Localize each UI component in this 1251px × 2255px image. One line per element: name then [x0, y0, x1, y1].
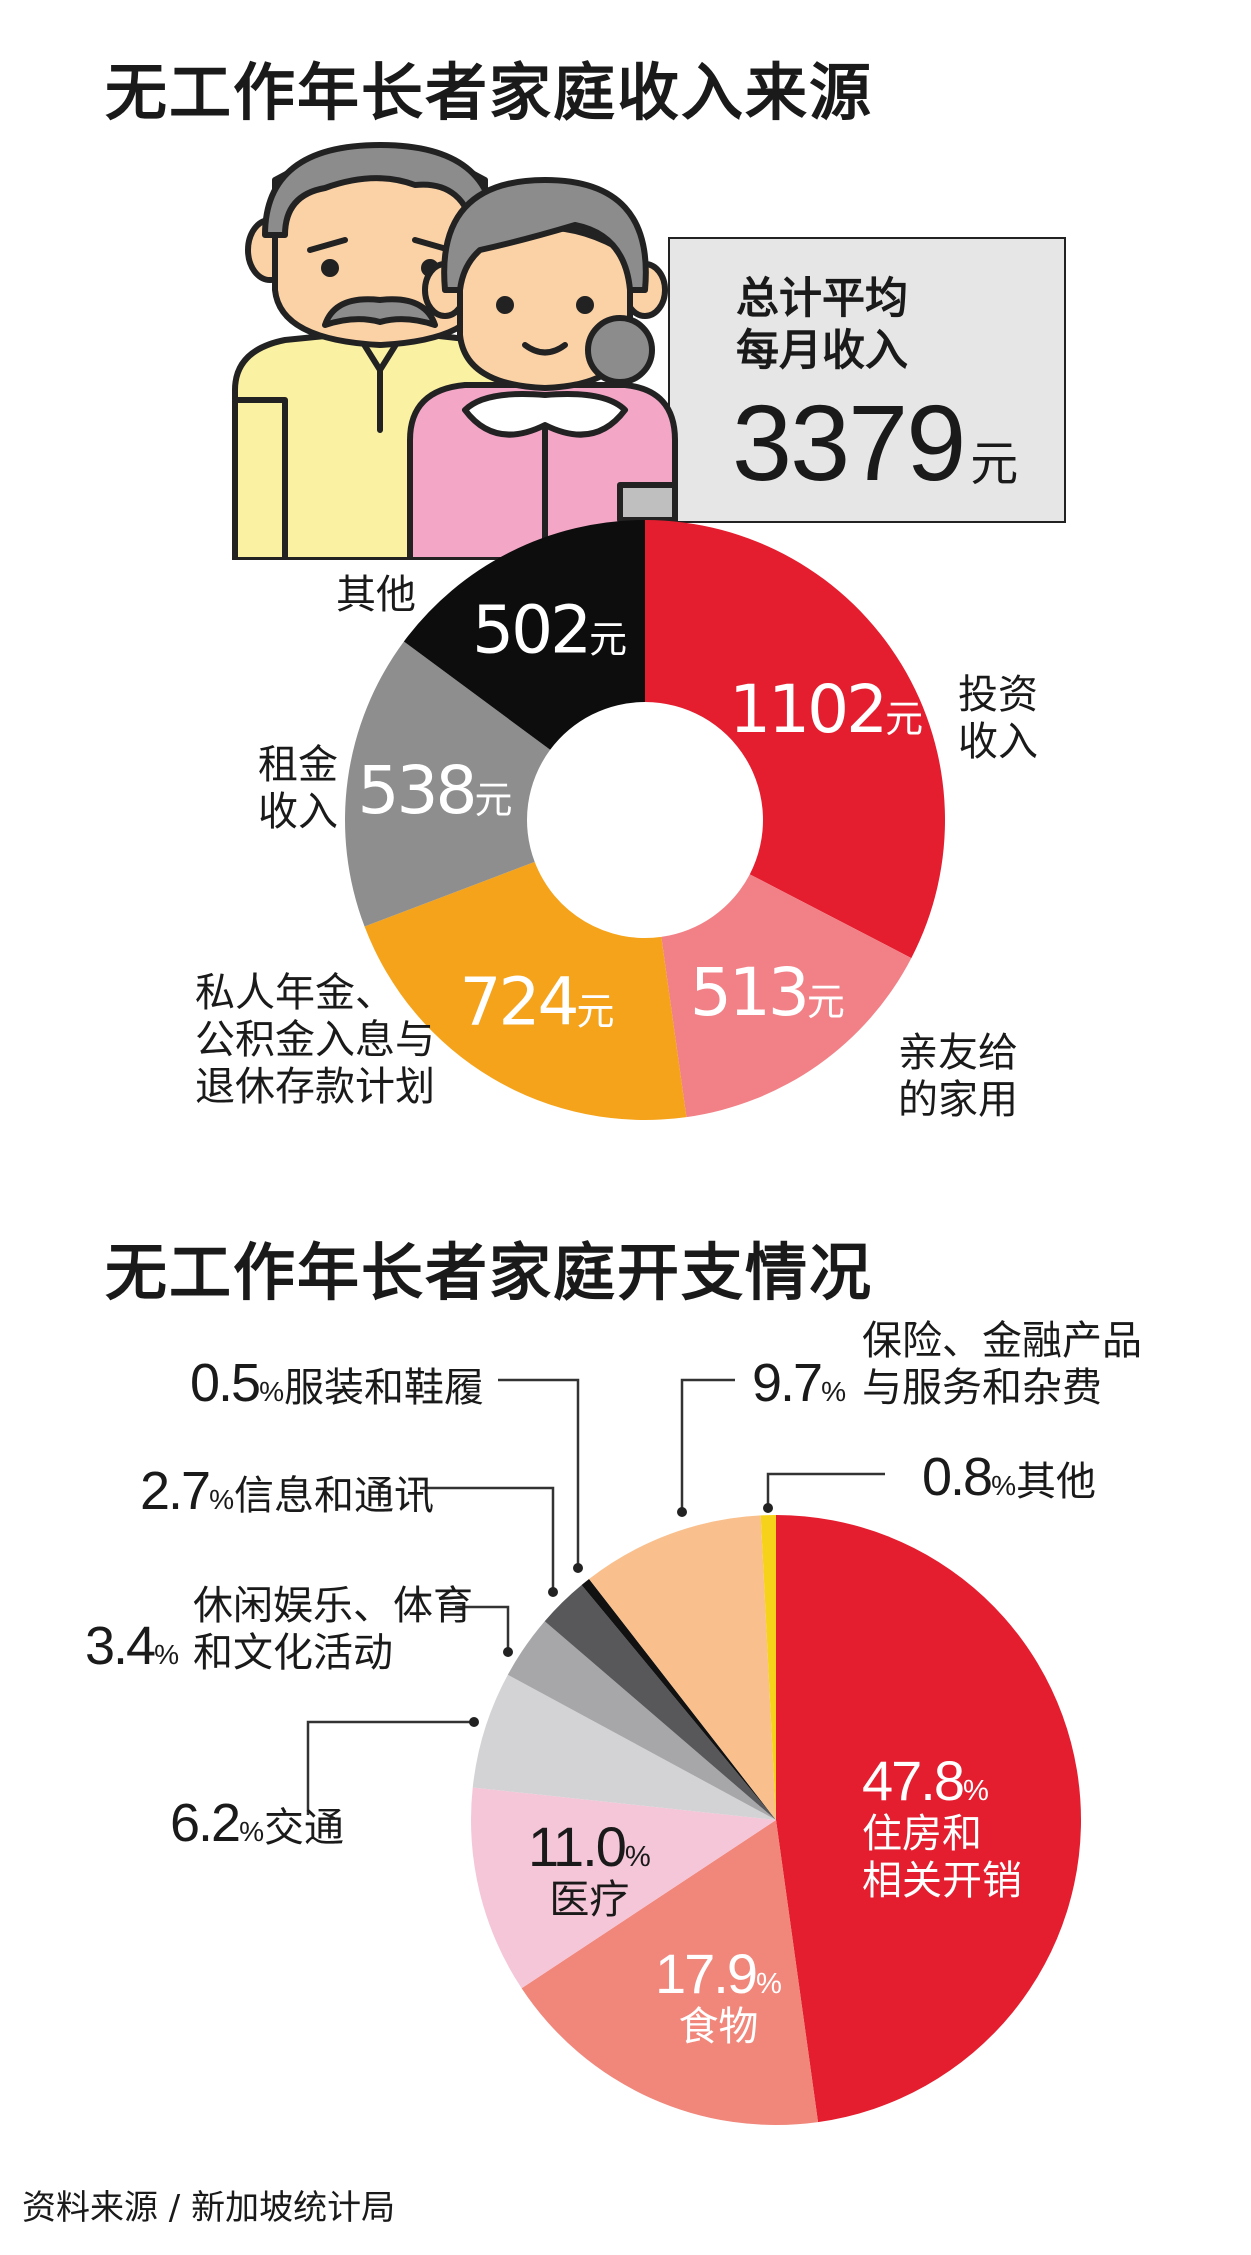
label-line: 食物 [678, 2003, 759, 2050]
total-income-unit: 元 [970, 438, 1019, 491]
label-line: 休闲娱乐、体育 [193, 1583, 473, 1629]
donut-value-label: 724元 [459, 963, 614, 1040]
leader-dot [503, 1647, 513, 1657]
label-line: 信息和通讯 [234, 1473, 435, 1519]
label-exp-insurance: 保险、金融产品 与服务和杂费 [862, 1318, 1142, 1412]
leader-dot [548, 1587, 558, 1597]
donut-value-label: 502元 [472, 592, 627, 669]
leader-dot [677, 1507, 687, 1517]
donut-value-label: 513元 [690, 954, 845, 1031]
pie-slice-4 [472, 1674, 776, 1820]
label-line: 私人年金、 [195, 970, 395, 1016]
source-note: 资料来源 / 新加坡统计局 [22, 2188, 396, 2228]
donut-value-label: 1102元 [729, 671, 923, 748]
label-line: 收入 [258, 789, 338, 836]
pie-slice-3 [471, 1787, 776, 1989]
leader-transport [306, 1720, 474, 1815]
total-income-value: 3379 [732, 382, 966, 503]
pct-sign: % [239, 1816, 265, 1847]
label-exp-housing: 47.8% 住房和 相关开销 [862, 1749, 1022, 1905]
label-exp-leisure-value: 3.4% [85, 1615, 179, 1679]
label-line: 交通 [264, 1805, 345, 1851]
value: 47.8 [862, 1749, 965, 1812]
leader-insurance [680, 1378, 735, 1512]
label-exp-clothing: 0.5%服装和鞋履 [190, 1352, 484, 1416]
expense-pie-chart [471, 1515, 1082, 2125]
income-donut-chart: 1102元 513元 724元 538元 502元 [345, 520, 945, 1120]
leader-clothing [498, 1378, 580, 1568]
value: 0.5 [190, 1353, 261, 1413]
leader-leisure [455, 1605, 510, 1652]
donut-slice-1 [645, 520, 945, 959]
label-exp-other: 0.8%其他 [922, 1446, 1096, 1510]
label-exp-transport: 6.2%交通 [170, 1792, 344, 1856]
leader-telecom [420, 1486, 555, 1592]
label-line: 退休存款计划 [195, 1064, 435, 1111]
summary-line2: 每月收入 [736, 326, 908, 377]
label-income-pension: 私人年金、 公积金入息与 退休存款计划 [195, 970, 435, 1112]
donut-slice-3 [364, 861, 687, 1120]
value: 3.4 [85, 1616, 156, 1676]
pct-sign: % [963, 1775, 989, 1807]
label-income-other: 其他 [336, 572, 416, 618]
pie-slice-2 [521, 1820, 819, 2125]
label-line: 和文化活动 [193, 1630, 393, 1677]
pie-slice-9 [760, 1515, 776, 1820]
pct-sign: % [209, 1484, 235, 1515]
value: 11.0 [528, 1815, 627, 1878]
value: 2.7 [140, 1461, 211, 1521]
label-line: 相关开销 [862, 1857, 1022, 1904]
value: 17.9 [655, 1942, 758, 2005]
label-line: 亲友给 [898, 1030, 1018, 1076]
summary-box: 总计平均 每月收入 3379 元 [668, 237, 1066, 523]
donut-value-label: 538元 [357, 752, 512, 829]
value: 9.7 [752, 1353, 823, 1413]
income-title: 无工作年长者家庭收入来源 [105, 56, 874, 129]
leader-exp-other [766, 1472, 885, 1508]
label-line: 服装和鞋履 [284, 1365, 485, 1411]
label-line: 租金 [258, 742, 338, 788]
label-line: 投资 [958, 672, 1038, 718]
pct-sign: % [991, 1470, 1017, 1501]
donut-slice-5 [403, 520, 645, 750]
label-exp-leisure: 休闲娱乐、体育 和文化活动 [193, 1583, 473, 1677]
label-line: 收入 [958, 719, 1038, 766]
label-line: 的家用 [898, 1077, 1018, 1124]
pie-slice-1 [776, 1515, 1082, 2123]
pct-sign: % [756, 1968, 782, 2000]
label-exp-medical: 11.0% 医疗 [528, 1815, 651, 1924]
value: 0.8 [922, 1447, 993, 1507]
label-line: 与服务和杂费 [862, 1365, 1102, 1412]
label-line: 医疗 [549, 1876, 630, 1923]
pct-sign: % [821, 1376, 847, 1407]
leader-dot [763, 1503, 773, 1513]
label-exp-insurance-value: 9.7% [752, 1352, 846, 1416]
donut-slice-4 [345, 641, 551, 927]
label-line: 其他 [1016, 1459, 1097, 1505]
donut-slice-2 [661, 874, 912, 1118]
pie-slice-5 [507, 1621, 776, 1820]
label-line: 公积金入息与 [195, 1017, 435, 1064]
label-exp-telecom: 2.7%信息和通讯 [140, 1460, 434, 1524]
summary-line1: 总计平均 [736, 274, 908, 324]
label-exp-food: 17.9% 食物 [655, 1942, 782, 2051]
value: 6.2 [170, 1793, 241, 1853]
elderly-couple-illustration [232, 142, 678, 560]
pie-slice-6 [544, 1584, 776, 1820]
label-income-family: 亲友给 的家用 [898, 1030, 1018, 1124]
label-income-investment: 投资 收入 [958, 672, 1038, 766]
leader-dot [469, 1717, 479, 1727]
label-line: 住房和 [862, 1810, 982, 1857]
label-income-rental: 租金 收入 [258, 742, 338, 836]
pct-sign: % [154, 1639, 180, 1670]
pct-sign: % [624, 1841, 651, 1873]
leader-dot [573, 1563, 583, 1573]
pct-sign: % [259, 1376, 285, 1407]
label-line: 保险、金融产品 [862, 1318, 1142, 1364]
pie-slice-8 [589, 1515, 776, 1820]
pie-slice-7 [581, 1579, 776, 1820]
expense-title: 无工作年长者家庭开支情况 [105, 1236, 874, 1309]
